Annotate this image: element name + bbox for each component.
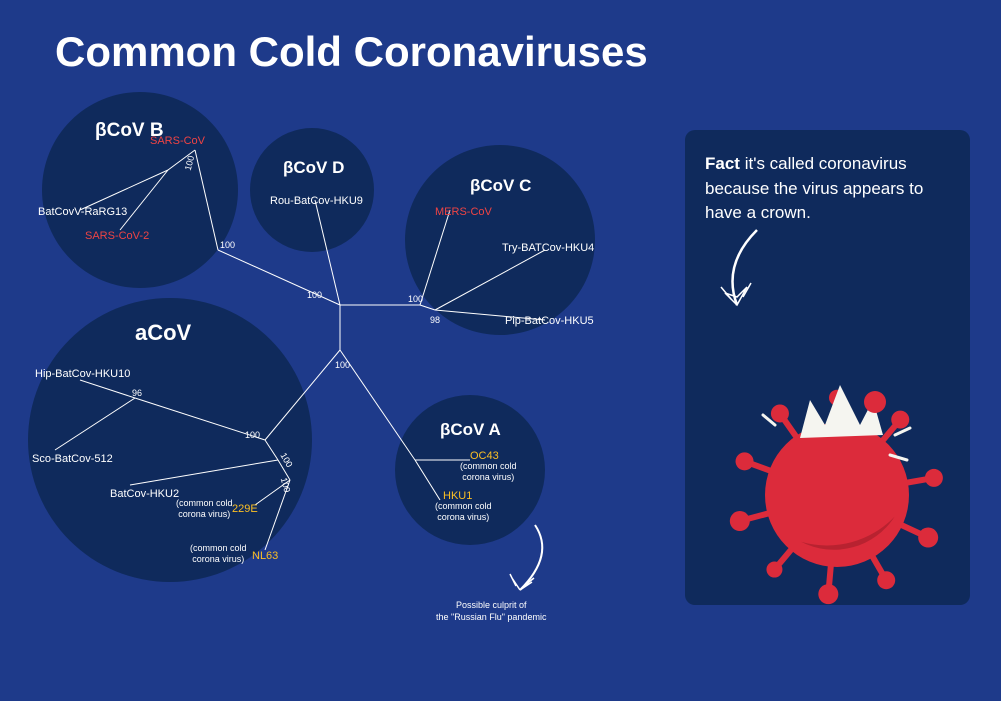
taxon-label: Rou-BatCov-HKU9 xyxy=(270,195,363,207)
fact-panel: Fact it's called coronavirus because the… xyxy=(685,130,970,605)
taxon-label: Hip-BatCov-HKU10 xyxy=(35,368,130,380)
bootstrap-value: 100 xyxy=(335,360,350,370)
taxon-label: MERS-CoV xyxy=(435,206,492,218)
phylogeny-tree: βCoV B βCoV D βCoV C aCoV βCoV A SARS-Co… xyxy=(20,110,650,670)
group-label-bcov-c: βCoV C xyxy=(470,176,531,196)
fact-text: Fact it's called coronavirus because the… xyxy=(705,152,950,226)
bootstrap-value: 96 xyxy=(132,388,142,398)
taxon-label: Try-BATCov-HKU4 xyxy=(502,242,594,254)
taxon-label: SARS-CoV xyxy=(150,135,205,147)
group-circle-bcov-c xyxy=(405,145,595,335)
taxon-label: BatCovV-RaRG13 xyxy=(38,206,127,218)
group-circle-bcov-d xyxy=(250,128,374,252)
bootstrap-value: 100 xyxy=(220,240,235,250)
group-label-bcov-d: βCoV D xyxy=(283,158,344,178)
taxon-label: Pip-BatCov-HKU5 xyxy=(505,315,594,327)
taxon-label: NL63 xyxy=(252,550,278,562)
taxon-label: Sco-BatCov-512 xyxy=(32,453,113,465)
virus-illustration xyxy=(685,330,970,610)
bootstrap-value: 100 xyxy=(408,294,423,304)
page-title: Common Cold Coronaviruses xyxy=(55,28,648,76)
arrow-to-virus xyxy=(707,225,787,325)
common-cold-note: (common coldcorona virus) xyxy=(460,461,517,483)
taxon-label: SARS-CoV-2 xyxy=(85,230,149,242)
arrow-to-caption xyxy=(490,520,570,610)
bootstrap-value: 100 xyxy=(245,430,260,440)
bootstrap-value: 98 xyxy=(430,315,440,325)
common-cold-note: (common coldcorona virus) xyxy=(176,498,233,520)
taxon-label: 229E xyxy=(232,503,258,515)
group-label-bcov-a: βCoV A xyxy=(440,420,501,440)
common-cold-note: (common coldcorona virus) xyxy=(435,501,492,523)
bootstrap-value: 100 xyxy=(307,290,322,300)
group-label-acov: aCoV xyxy=(135,320,191,346)
taxon-label: BatCov-HKU2 xyxy=(110,488,179,500)
common-cold-note: (common coldcorona virus) xyxy=(190,543,247,565)
